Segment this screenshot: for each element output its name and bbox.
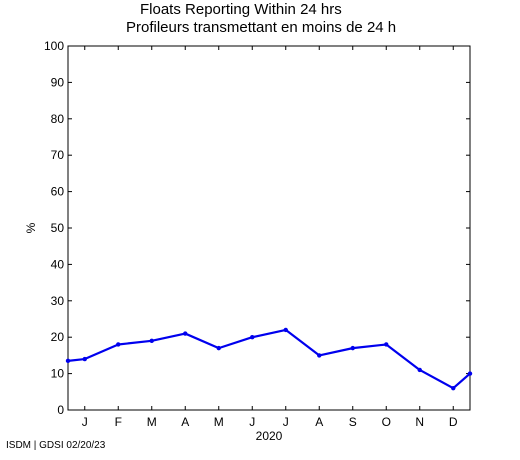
data-point — [216, 345, 221, 351]
x-tick-label: O — [382, 415, 391, 429]
x-tick-label: M — [147, 415, 157, 429]
x-tick-label: J — [82, 415, 88, 429]
x-tick-label: D — [449, 415, 458, 429]
x-tick-label: J — [283, 415, 289, 429]
data-point — [250, 335, 255, 340]
series-line — [67, 328, 471, 390]
footer-credit: ISDM | GDSI 02/20/23 — [6, 440, 106, 451]
data-point — [65, 358, 71, 364]
data-point — [283, 327, 288, 333]
data-point — [82, 356, 87, 362]
x-tick-label: A — [315, 415, 323, 429]
y-axis-label: % — [24, 222, 38, 233]
y-tick-label: 10 — [51, 367, 65, 381]
data-point — [467, 371, 473, 376]
y-tick-label: 80 — [51, 112, 65, 126]
y-tick-label: 50 — [51, 221, 65, 235]
x-tick-label: A — [181, 415, 189, 429]
data-point — [317, 353, 322, 358]
y-tick-label: 0 — [57, 403, 64, 417]
chart-title-french: Profileurs transmettant en moins de 24 h — [126, 19, 397, 36]
y-tick-label: 40 — [51, 257, 65, 271]
chart-title-english: Floats Reporting Within 24 hrs — [140, 1, 342, 18]
data-point — [384, 342, 389, 347]
x-tick-label: S — [349, 415, 357, 429]
plot-frame — [67, 45, 471, 411]
x-tick-label: N — [415, 415, 424, 429]
y-tick-label: 20 — [51, 330, 65, 344]
x-tick-label: J — [249, 415, 255, 429]
x-axis-label: 2020 — [256, 429, 283, 443]
y-tick-label: 70 — [51, 148, 65, 162]
y-tick-label: 100 — [44, 39, 64, 53]
x-tick-label: F — [115, 415, 122, 429]
data-point — [417, 367, 422, 373]
data-point — [183, 331, 188, 336]
data-point — [350, 345, 355, 351]
x-tick-label: M — [214, 415, 224, 429]
data-point — [451, 385, 456, 391]
y-tick-label: 90 — [51, 75, 65, 89]
data-point — [149, 338, 154, 344]
data-point — [116, 342, 121, 347]
y-tick-label: 60 — [51, 185, 65, 199]
y-tick-label: 30 — [51, 294, 65, 308]
